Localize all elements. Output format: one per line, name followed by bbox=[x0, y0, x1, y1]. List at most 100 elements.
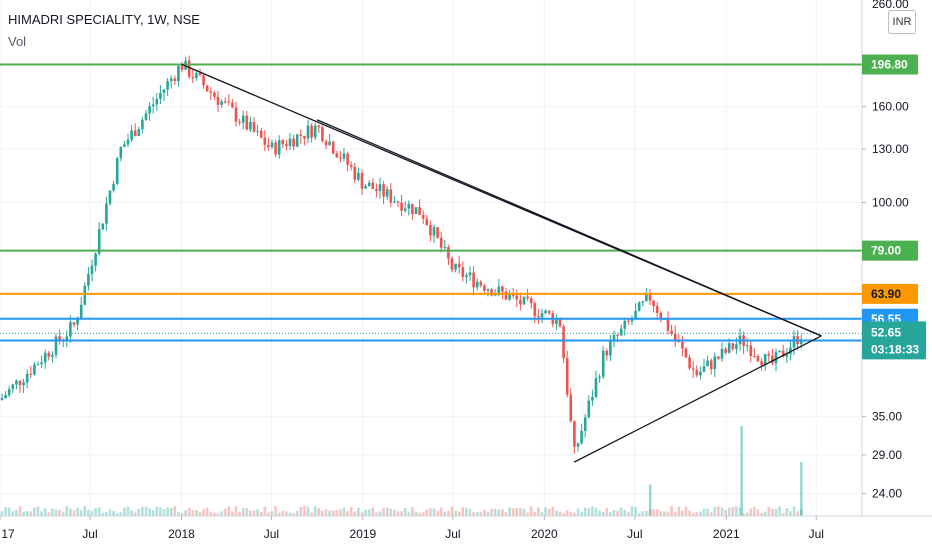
volume-bar bbox=[688, 510, 691, 516]
volume-bar bbox=[501, 509, 504, 516]
candle-body bbox=[97, 229, 101, 254]
candle-body bbox=[468, 272, 472, 276]
volume-bar bbox=[555, 510, 558, 516]
volume-bar bbox=[526, 512, 529, 516]
volume-bar bbox=[281, 510, 285, 516]
volume-bar bbox=[335, 510, 339, 516]
volume-bar bbox=[87, 509, 90, 516]
candle-body bbox=[504, 291, 508, 300]
candle-body bbox=[234, 107, 238, 122]
candle-body bbox=[789, 347, 792, 355]
candle-body bbox=[245, 115, 249, 130]
volume-bar bbox=[101, 512, 105, 516]
volume-bar bbox=[468, 508, 472, 516]
candle-body bbox=[346, 153, 349, 165]
volume-bar bbox=[151, 510, 155, 516]
candle-body bbox=[270, 142, 274, 148]
volume-bar bbox=[7, 507, 11, 516]
volume-bar bbox=[213, 512, 216, 516]
volume-bar bbox=[15, 509, 18, 516]
candle-body bbox=[497, 286, 501, 294]
candle-body bbox=[555, 318, 558, 324]
last-price-tag[interactable] bbox=[862, 321, 926, 360]
candle-body bbox=[691, 368, 695, 370]
volume-bar bbox=[785, 508, 789, 516]
volume-bar bbox=[94, 508, 97, 516]
volume-bar bbox=[727, 507, 731, 516]
time-axis-background[interactable] bbox=[0, 516, 932, 550]
trend-line[interactable] bbox=[573, 335, 822, 463]
volume-bar bbox=[565, 510, 569, 516]
volume-bar bbox=[367, 509, 371, 516]
candle-body bbox=[522, 296, 526, 305]
volume-bar bbox=[569, 511, 573, 516]
volume-bar bbox=[396, 511, 400, 516]
volume-bar bbox=[256, 509, 259, 516]
candle-body bbox=[115, 158, 119, 184]
candle-body bbox=[54, 336, 58, 355]
candle-body bbox=[781, 350, 785, 357]
volume-bar bbox=[216, 512, 220, 516]
candle-body bbox=[508, 295, 511, 300]
candle-body bbox=[4, 395, 7, 399]
time-tick-label: 2021 bbox=[713, 527, 740, 541]
volume-bar bbox=[436, 510, 439, 516]
candle-body bbox=[760, 361, 763, 366]
level-price-tag[interactable] bbox=[862, 240, 918, 261]
volume-bar bbox=[753, 506, 756, 516]
volume-bar bbox=[159, 507, 162, 516]
candle-body bbox=[155, 98, 159, 105]
volume-bar bbox=[666, 511, 670, 516]
volume-legend[interactable]: Vol bbox=[8, 34, 27, 49]
candle-body bbox=[587, 400, 591, 418]
level-price-tag[interactable] bbox=[862, 54, 918, 75]
volume-bar bbox=[360, 512, 364, 516]
volume-bar bbox=[108, 509, 112, 516]
volume-spike bbox=[648, 484, 652, 516]
candle-body bbox=[324, 141, 328, 146]
volume-bar bbox=[655, 509, 659, 516]
volume-bar bbox=[306, 506, 310, 516]
volume-bar bbox=[702, 508, 706, 516]
candle-body bbox=[205, 85, 209, 92]
candle-body bbox=[598, 376, 601, 379]
candle-body bbox=[72, 322, 76, 325]
volume-bar bbox=[684, 506, 688, 516]
currency-button[interactable]: INR bbox=[888, 10, 916, 34]
candle-body bbox=[702, 366, 706, 372]
volume-bar bbox=[562, 512, 565, 516]
candle-body bbox=[69, 322, 72, 337]
volume-bar bbox=[490, 508, 493, 516]
price-tick-label-top: 260.00 bbox=[872, 0, 909, 11]
trend-line[interactable] bbox=[316, 119, 822, 337]
symbol-title[interactable]: HIMADRI SPECIALITY, 1W, NSE bbox=[8, 12, 200, 27]
candle-body bbox=[411, 203, 414, 214]
volume-bar bbox=[173, 506, 177, 516]
volume-bar bbox=[375, 512, 378, 516]
candle-body bbox=[79, 304, 83, 320]
volume-bar bbox=[537, 507, 540, 516]
candle-body bbox=[238, 121, 241, 123]
volume-bar bbox=[11, 511, 15, 516]
volume-bar bbox=[634, 507, 637, 516]
candle-body bbox=[447, 246, 450, 259]
candle-body bbox=[799, 339, 803, 345]
candle-body bbox=[51, 354, 54, 357]
volume-bar bbox=[648, 509, 652, 516]
volume-bar bbox=[796, 511, 799, 516]
level-price-tag[interactable] bbox=[862, 283, 918, 304]
candle-body bbox=[652, 300, 655, 307]
candle-body bbox=[609, 340, 612, 356]
candle-body bbox=[475, 281, 479, 288]
volume-bar bbox=[76, 507, 79, 516]
candle-body bbox=[443, 246, 447, 248]
volume-bar bbox=[591, 506, 594, 516]
candle-body bbox=[749, 345, 753, 357]
volume-bar bbox=[529, 506, 533, 516]
volume-bar bbox=[97, 507, 101, 516]
volume-bar bbox=[40, 511, 43, 516]
candle-body bbox=[339, 157, 342, 159]
candle-body bbox=[22, 382, 25, 386]
